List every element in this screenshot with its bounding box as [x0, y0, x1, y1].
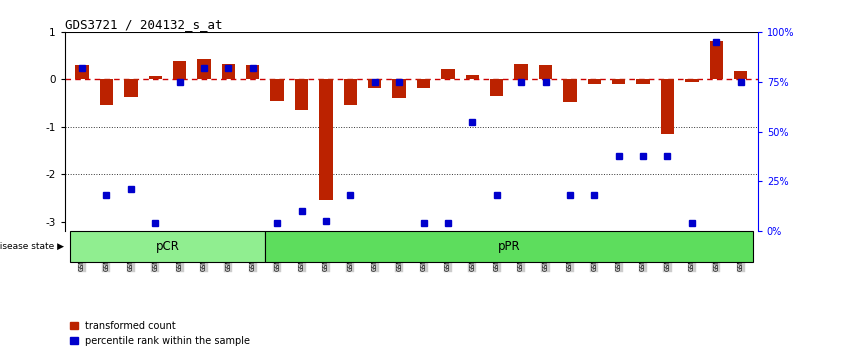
Bar	[197, 59, 210, 79]
Legend: transformed count, percentile rank within the sample: transformed count, percentile rank withi…	[70, 321, 250, 346]
Bar	[222, 64, 235, 79]
Bar	[344, 79, 357, 105]
Bar	[490, 79, 503, 96]
Bar	[246, 65, 260, 79]
Bar	[661, 79, 675, 134]
Text: disease state ▶: disease state ▶	[0, 242, 64, 251]
Bar	[100, 79, 113, 105]
Text: GDS3721 / 204132_s_at: GDS3721 / 204132_s_at	[65, 18, 223, 31]
Bar	[466, 75, 479, 79]
Bar	[294, 79, 308, 110]
Bar	[173, 61, 186, 79]
Bar	[148, 75, 162, 79]
FancyBboxPatch shape	[265, 231, 753, 262]
Bar	[392, 79, 406, 98]
Bar	[734, 71, 747, 79]
Bar	[709, 41, 723, 79]
Bar	[637, 79, 650, 84]
Bar	[368, 79, 381, 88]
Bar	[320, 79, 333, 200]
Bar	[612, 79, 625, 84]
FancyBboxPatch shape	[70, 231, 265, 262]
Bar	[417, 79, 430, 88]
Bar	[442, 69, 455, 79]
Bar	[514, 64, 528, 79]
Bar	[539, 65, 553, 79]
Text: pPR: pPR	[498, 240, 520, 253]
Bar	[563, 79, 577, 102]
Bar	[270, 79, 284, 101]
Bar	[588, 79, 601, 84]
Text: pCR: pCR	[156, 240, 179, 253]
Bar	[124, 79, 138, 97]
Bar	[75, 65, 88, 79]
Bar	[685, 79, 699, 82]
